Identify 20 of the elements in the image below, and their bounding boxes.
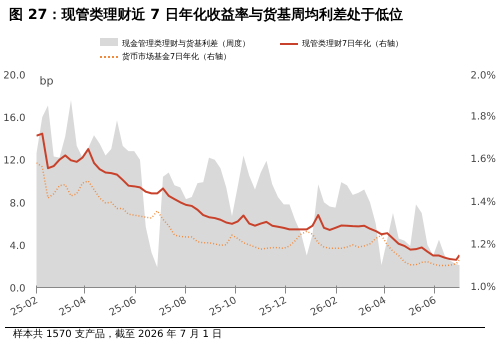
y-tick-label: 12.0 <box>3 156 26 167</box>
y2-tick-label: 1.2% <box>470 239 496 250</box>
y2-tick-label: 1.4% <box>470 196 496 208</box>
line-series <box>36 132 460 261</box>
y-tick-label: 8.0 <box>10 198 26 210</box>
legend-label: 现金管理类理财与货基利差（周度） <box>121 38 251 50</box>
y-tick-label: 20.0 <box>3 70 26 82</box>
y-tick-label: 0.0 <box>10 284 26 294</box>
y2-tick-label: 1.6% <box>470 154 496 166</box>
y2-tick-label: 1.0% <box>470 282 496 293</box>
y2-tick-label: 2.0% <box>470 70 496 82</box>
y2-tick-label: 1.8% <box>470 112 496 123</box>
legend-label: 货币市场基金7日年化（右轴） <box>121 51 232 63</box>
legend-label: 现管类理财7日年化（右轴） <box>301 38 404 50</box>
y-tick-label: 16.0 <box>3 113 26 124</box>
y-axis-title: bp <box>40 74 54 88</box>
line-series <box>36 162 460 266</box>
chart-title: 图 27：现管类理财近 7 日年化收益率与货基周均利差处于低位 <box>9 6 403 25</box>
y-tick-label: 4.0 <box>10 240 26 252</box>
text: 样本共 1570 支产品，截至 2026 年 7 月 1 日 <box>13 328 222 342</box>
